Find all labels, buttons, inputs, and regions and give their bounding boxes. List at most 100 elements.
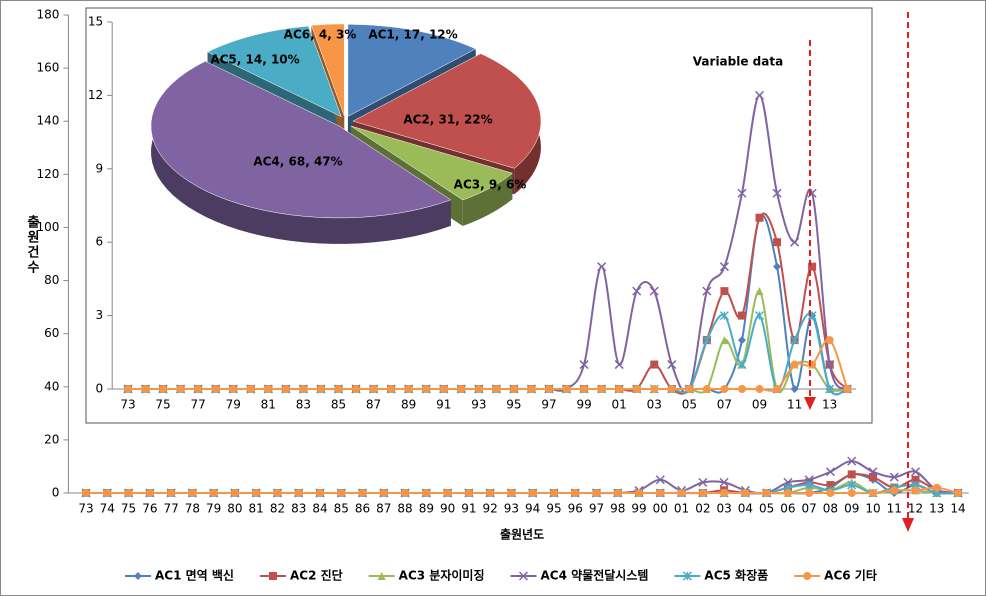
marker (677, 489, 686, 497)
marker (803, 572, 812, 580)
marker (507, 489, 516, 497)
annotation: Variable data (693, 55, 783, 69)
marker (632, 385, 641, 393)
marker (211, 385, 220, 393)
x-tick-label: 86 (355, 502, 370, 516)
y-tick-label: 120 (36, 167, 59, 181)
y-tick-label: 40 (44, 379, 59, 393)
marker (229, 385, 238, 393)
x-tick-label: 90 (440, 502, 455, 516)
marker (443, 489, 452, 497)
x-tick-label: 77 (163, 502, 178, 516)
marker (401, 489, 410, 497)
marker (571, 489, 580, 497)
y-tick-label: 0 (96, 382, 104, 396)
marker (167, 489, 176, 497)
pie-slice (350, 125, 513, 201)
marker (422, 489, 431, 497)
y-tick-label: 160 (36, 61, 59, 75)
x-tick-label: 11 (787, 398, 802, 412)
x-tick-label: 07 (717, 398, 732, 412)
marker (773, 385, 782, 393)
marker (804, 480, 814, 490)
marker (404, 385, 413, 393)
data-label: AC6, 4, 3% (284, 28, 357, 42)
x-tick-label: 04 (738, 502, 753, 516)
marker (790, 385, 799, 393)
x-tick-label: 94 (525, 502, 540, 516)
x-tick-label: 81 (249, 502, 264, 516)
x-tick-label: 01 (674, 502, 689, 516)
x-tick-label: 97 (589, 502, 604, 516)
marker (615, 385, 624, 393)
legend-label: AC5 화장품 (704, 568, 768, 583)
marker (145, 489, 154, 497)
marker (890, 486, 899, 495)
arrow-head (902, 518, 914, 532)
marker (755, 385, 764, 393)
x-tick-label: 07 (802, 502, 817, 516)
marker (910, 467, 921, 477)
x-tick-label: 97 (541, 398, 556, 412)
x-tick-label: 88 (397, 502, 412, 516)
marker (825, 336, 834, 345)
x-tick-label: 81 (261, 398, 276, 412)
marker (737, 360, 747, 370)
legend-label: AC1 면역 백신 (155, 568, 234, 583)
marker (123, 385, 132, 393)
marker (826, 481, 835, 490)
x-tick-label: 74 (100, 502, 115, 516)
x-tick-label: 83 (291, 502, 306, 516)
x-tick-label: 83 (296, 398, 311, 412)
marker (358, 489, 367, 497)
marker (422, 385, 431, 393)
marker (141, 385, 150, 393)
marker (790, 360, 799, 369)
x-tick-label: 87 (376, 502, 391, 516)
marker (702, 286, 712, 296)
marker (103, 489, 112, 497)
y-tick-label: 180 (36, 8, 59, 22)
y-tick-label: 9 (96, 161, 104, 175)
marker (82, 489, 91, 497)
marker (316, 385, 325, 393)
x-tick-label: 85 (334, 502, 349, 516)
x-tick-label: 92 (483, 502, 498, 516)
marker (805, 489, 814, 497)
x-tick-label: 08 (823, 502, 838, 516)
pie-slice (311, 23, 345, 117)
x-tick-label: 80 (227, 502, 242, 516)
marker (847, 456, 857, 466)
marker (719, 311, 729, 321)
marker (772, 188, 782, 198)
marker (655, 475, 665, 485)
x-tick-label: 10 (865, 502, 880, 516)
x-tick-label: 76 (142, 502, 157, 516)
y-tick-label: 6 (96, 235, 104, 249)
marker (518, 571, 529, 581)
marker (650, 360, 659, 369)
marker (808, 262, 817, 271)
marker (719, 262, 729, 272)
x-tick-label: 78 (185, 502, 200, 516)
x-tick-label: 77 (191, 398, 206, 412)
marker (264, 385, 273, 393)
x-tick-label: 91 (461, 502, 476, 516)
marker (580, 385, 589, 393)
marker (334, 385, 343, 393)
x-tick-label: 06 (780, 502, 795, 516)
x-tick-label: 12 (908, 502, 923, 516)
marker (702, 335, 712, 345)
marker (252, 489, 261, 497)
legend-label: AC3 분자이미징 (399, 568, 485, 583)
x-tick-label: 95 (546, 502, 561, 516)
x-tick-label: 89 (419, 502, 434, 516)
x-tick-label: 14 (950, 502, 965, 516)
legend-label: AC2 진단 (290, 568, 343, 583)
y-tick-label: 140 (36, 114, 59, 128)
marker (720, 336, 729, 345)
x-tick-label: 09 (844, 502, 859, 516)
marker (911, 486, 920, 495)
x-tick-label: 73 (120, 398, 135, 412)
